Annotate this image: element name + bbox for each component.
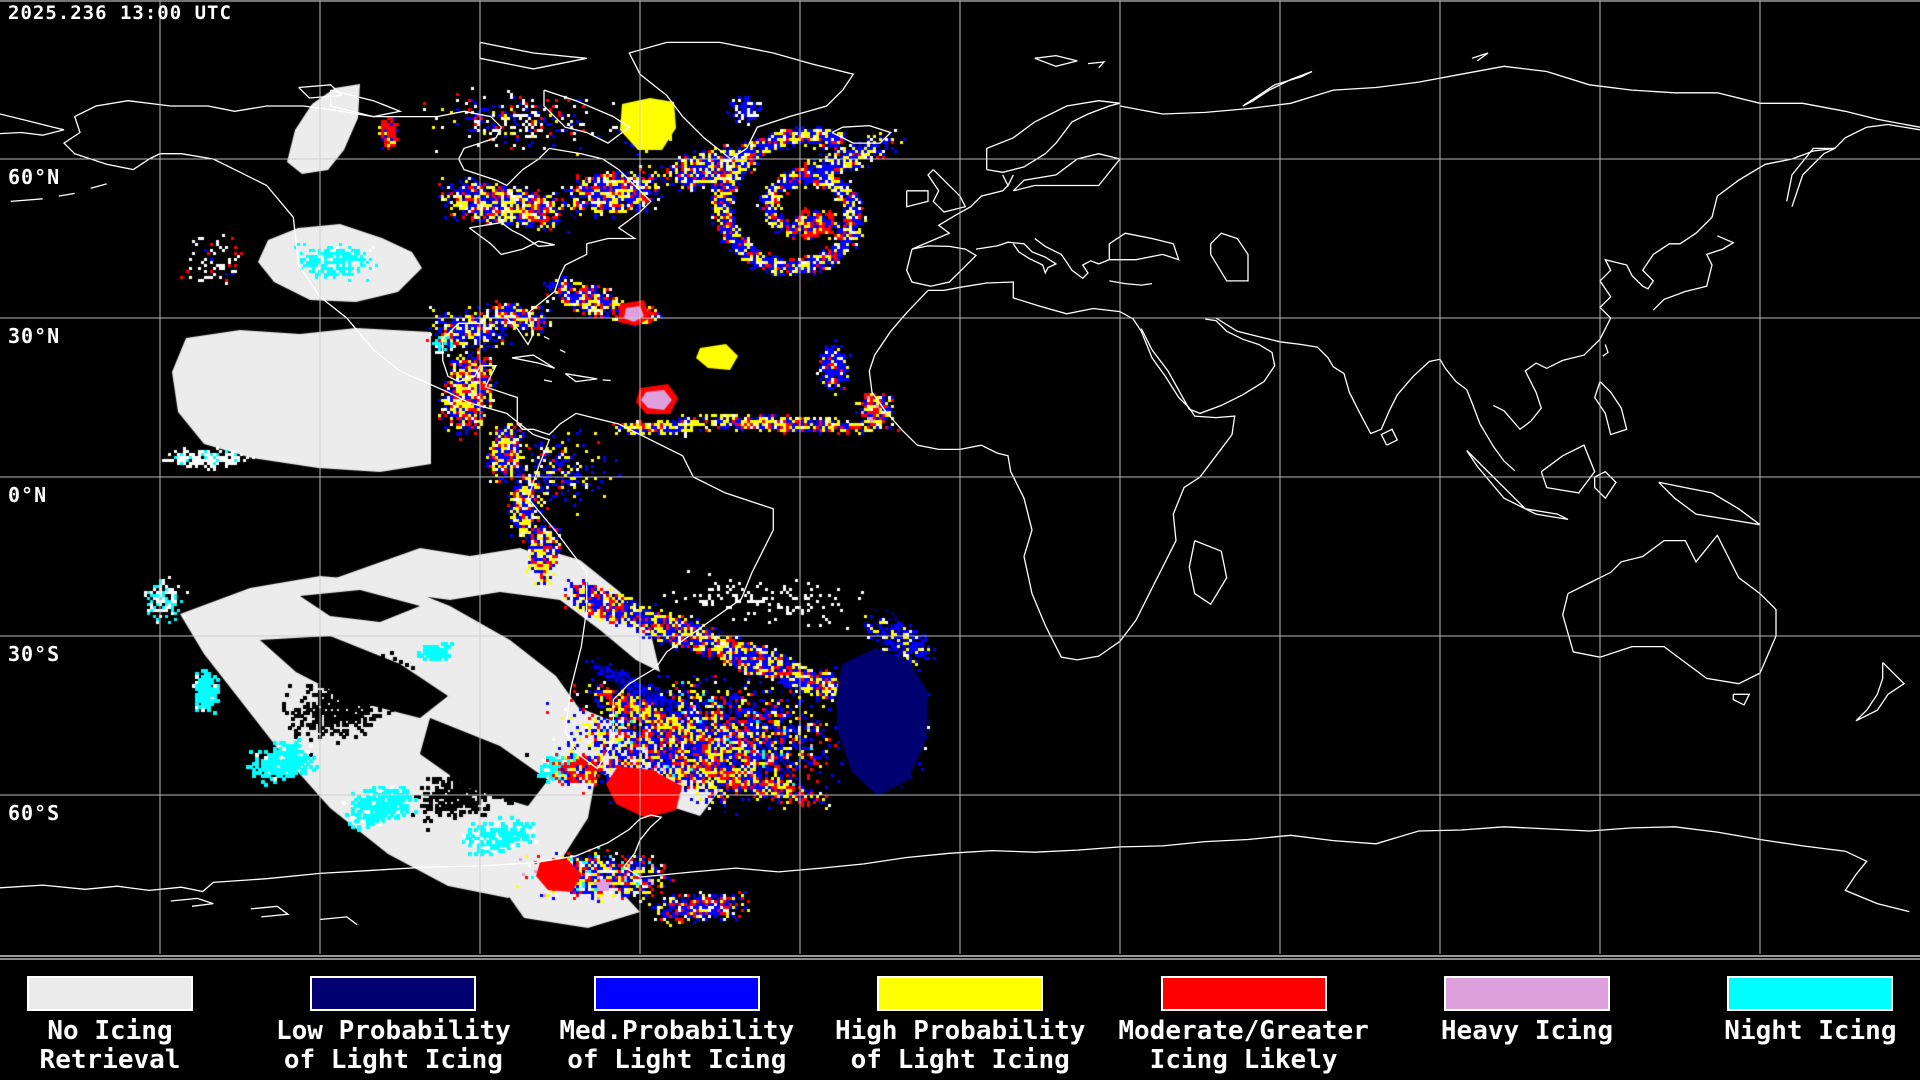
legend-swatch-no_icing [27,976,193,1011]
lat-label-3: 30°S [8,642,61,666]
lat-label-4: 60°S [8,801,61,825]
legend-swatch-heavy [1444,976,1610,1011]
legend: No Icing Retrieval Low Probability of Lig… [0,958,1920,1080]
legend-label-low: Low Probability of Light Icing [275,1016,511,1075]
legend-item-high: High Probability of Light Icing [818,976,1102,1075]
legend-label-med: Med.Probability of Light Icing [559,1016,795,1075]
legend-item-night: Night Icing [1668,976,1920,1046]
legend-label-heavy: Heavy Icing [1440,1016,1614,1046]
legend-label-no_icing: No Icing Retrieval [39,1016,181,1075]
lat-label-0: 60°N [8,165,61,189]
legend-item-mod: Moderate/Greater Icing Likely [1102,976,1386,1075]
legend-item-low: Low Probability of Light Icing [251,976,535,1075]
legend-swatch-med [593,976,760,1011]
coastline-grid-layer [0,0,1920,957]
legend-swatch-mod [1160,976,1327,1011]
legend-label-mod: Moderate/Greater Icing Likely [1118,1016,1369,1075]
lat-label-1: 30°N [8,324,61,348]
timestamp-label: 2025.236 13:00 UTC [8,2,232,24]
legend-swatch-high [877,976,1044,1011]
legend-item-heavy: Heavy Icing [1385,976,1669,1046]
legend-item-no_icing: No Icing Retrieval [0,976,252,1075]
legend-label-night: Night Icing [1724,1016,1897,1046]
world-map: 2025.236 13:00 UTC 60°N 30°N 0°N 30°S 60°S [0,0,1920,958]
legend-swatch-night [1727,976,1894,1011]
legend-item-med: Med.Probability of Light Icing [535,976,819,1075]
legend-label-high: High Probability of Light Icing [834,1016,1086,1075]
lat-label-2: 0°N [8,483,48,507]
legend-swatch-low [310,976,477,1011]
